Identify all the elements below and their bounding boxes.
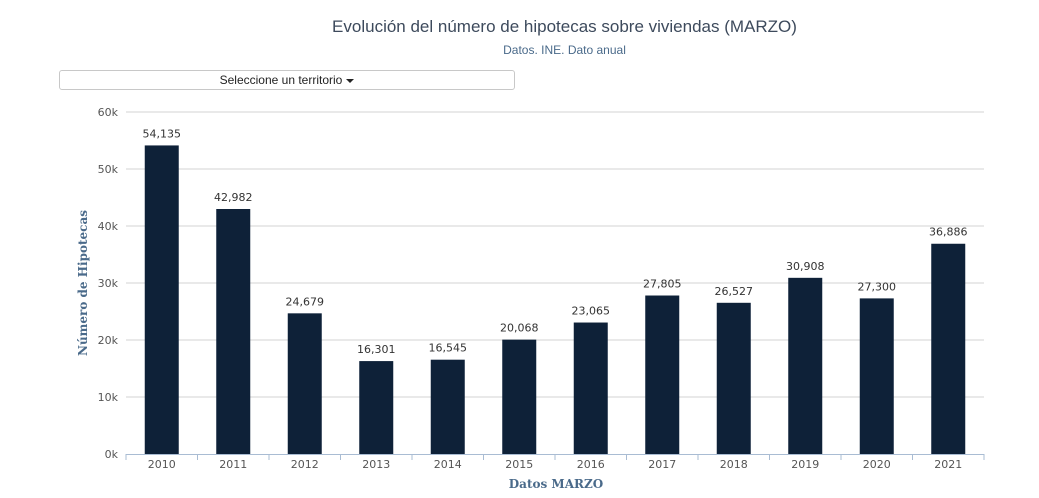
bar-2021[interactable]	[931, 243, 966, 454]
data-label-2010: 54,135	[143, 127, 182, 140]
x-tick-label-2013: 2013	[362, 458, 390, 471]
chart-subtitle: Datos. INE. Dato anual	[503, 43, 626, 57]
y-axis-ticks: 0k 10k 20k 30k 40k 50k 60k	[98, 106, 119, 461]
bar-2015[interactable]	[502, 339, 537, 454]
bar-2014[interactable]	[430, 359, 465, 454]
x-tick-label-2012: 2012	[291, 458, 319, 471]
data-label-2011: 42,982	[214, 191, 253, 204]
y-tick-label: 10k	[98, 391, 119, 404]
bar-2020[interactable]	[859, 298, 894, 454]
data-label-2015: 20,068	[500, 322, 539, 335]
data-label-2021: 36,886	[929, 226, 968, 239]
bar-2017[interactable]	[645, 295, 680, 454]
data-label-2012: 24,679	[286, 295, 325, 308]
data-label-2017: 27,805	[643, 278, 682, 291]
x-tick-label-2016: 2016	[577, 458, 605, 471]
data-label-2014: 16,545	[429, 342, 468, 355]
y-tick-label: 30k	[98, 277, 119, 290]
x-tick-label-2020: 2020	[863, 458, 891, 471]
bars	[144, 145, 966, 455]
data-label-2013: 16,301	[357, 343, 396, 356]
y-axis-title: Número de Hipotecas	[76, 210, 90, 356]
y-tick-label: 60k	[98, 106, 119, 119]
bar-2012[interactable]	[287, 313, 322, 454]
data-label-2016: 23,065	[572, 305, 611, 318]
grid-lines	[126, 111, 984, 398]
bar-2010[interactable]	[144, 145, 179, 455]
bar-2016[interactable]	[573, 322, 608, 454]
y-tick-label: 0k	[105, 448, 119, 461]
data-labels: 54,135 42,982 24,679 16,301 16,545 20,068 23,0…	[143, 127, 968, 356]
x-tick-label-2011: 2011	[219, 458, 247, 471]
x-tick-label-2014: 2014	[434, 458, 462, 471]
chart-title: Evolución del número de hipotecas sobre …	[332, 17, 797, 36]
x-axis-title: Datos MARZO	[509, 477, 603, 491]
bar-2013[interactable]	[359, 361, 394, 454]
data-label-2019: 30,908	[786, 260, 825, 273]
bar-2018[interactable]	[716, 302, 751, 454]
x-tick-label-2010: 2010	[148, 458, 176, 471]
y-tick-label: 40k	[98, 220, 119, 233]
x-axis: 2010 2011 2012 2013 2014 2015 2016 2017 2018 2019…	[125, 454, 985, 471]
x-tick-label-2021: 2021	[934, 458, 962, 471]
data-label-2020: 27,300	[858, 280, 897, 293]
territory-select-label: Seleccione un territorio	[219, 73, 343, 87]
x-tick-label-2017: 2017	[648, 458, 676, 471]
data-label-2018: 26,527	[715, 285, 754, 298]
bar-2019[interactable]	[788, 277, 823, 454]
caret-down-icon	[346, 78, 355, 83]
bar-2011[interactable]	[216, 209, 251, 454]
x-tick-label-2015: 2015	[505, 458, 533, 471]
y-tick-label: 20k	[98, 334, 119, 347]
y-tick-label: 50k	[98, 163, 119, 176]
x-tick-label-2019: 2019	[791, 458, 819, 471]
x-tick-label-2018: 2018	[720, 458, 748, 471]
territory-select-button[interactable]: Seleccione un territorio	[59, 70, 515, 90]
